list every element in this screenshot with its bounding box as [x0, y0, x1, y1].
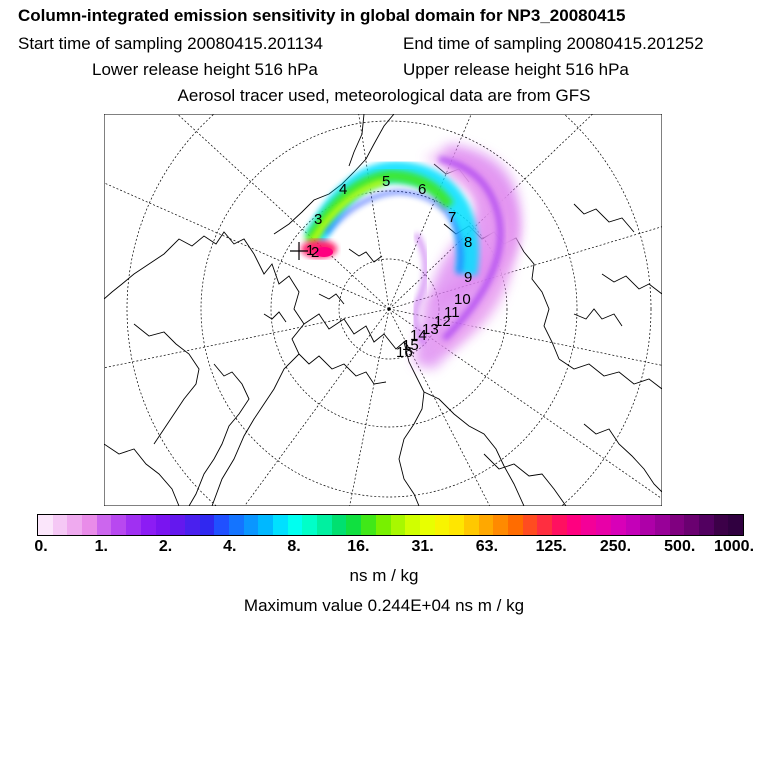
colorbar-ticks: 0. 1. 2. 4. 8. 16. 31. 63. 125. 250. 500. 1000.: [0, 538, 768, 560]
colorbar-tick-label: 250.: [599, 538, 632, 555]
colorbar-tick-label: 2.: [158, 538, 173, 555]
colorbar-tick-label: 31.: [411, 538, 434, 555]
colorbar-segment: [243, 515, 259, 535]
colorbar-segment: [67, 515, 83, 535]
colorbar-segment: [214, 515, 229, 535]
colorbar-segment: [184, 515, 200, 535]
colorbar-segment: [654, 515, 670, 535]
day-label: 2: [311, 244, 319, 261]
day-label: 4: [339, 181, 347, 198]
colorbar-segment: [361, 515, 376, 535]
day-label: 8: [464, 234, 472, 251]
day-label: 6: [418, 181, 426, 198]
colorbar-segment: [38, 515, 53, 535]
colorbar-segment: [82, 515, 97, 535]
day-label: 7: [448, 209, 456, 226]
colorbar-tick-label: 1.: [94, 538, 108, 555]
colorbar-segment: [640, 515, 655, 535]
colorbar-tick-label: 4.: [223, 538, 237, 555]
colorbar-tick-label: 500.: [664, 538, 696, 555]
colorbar-segment: [258, 515, 273, 535]
colorbar-segment: [317, 515, 332, 535]
colorbar-segment: [111, 515, 127, 535]
colorbar-segment: [684, 515, 699, 535]
day-labels: 1 2 3 4 5 6 7 8 9 10 11 12 13 14 15 16: [306, 173, 472, 361]
colorbar-segment: [331, 515, 347, 535]
upper-release-height: Upper release height 516 hPa: [403, 60, 629, 79]
colorbar-segment: [170, 515, 185, 535]
lower-release-height: Lower release height 516 hPa: [92, 60, 318, 79]
colorbar-segment: [669, 515, 685, 535]
start-time: Start time of sampling 20080415.201134: [18, 34, 323, 53]
colorbar-segment: [581, 515, 597, 535]
colorbar-segment: [552, 515, 567, 535]
end-time: End time of sampling 20080415.201252: [403, 34, 704, 53]
release-point-marker: [290, 242, 308, 260]
day-label: 1: [306, 242, 314, 259]
day-label: 9: [464, 269, 472, 286]
day-label: 13: [422, 321, 439, 338]
colorbar-segment: [537, 515, 553, 535]
colorbar-tick-label: 8.: [287, 538, 301, 555]
colorbar-segment: [625, 515, 641, 535]
colorbar-segment: [96, 515, 112, 535]
colorbar-segment: [140, 515, 156, 535]
day-label: 16: [396, 344, 413, 361]
day-label: 5: [382, 173, 390, 190]
colorbar-tick-label: 125.: [535, 538, 567, 555]
colorbar-segment: [287, 515, 303, 535]
colorbar-segment: [434, 515, 450, 535]
colorbar-segment: [228, 515, 244, 535]
colorbar-tick-label: 1000.: [713, 538, 755, 555]
colorbar-segment: [390, 515, 406, 535]
colorbar-segment: [449, 515, 464, 535]
colorbar-segment: [405, 515, 420, 535]
colorbar-segment: [610, 515, 626, 535]
colorbar-segment: [419, 515, 435, 535]
day-label: 3: [314, 211, 322, 228]
day-label: 12: [434, 313, 451, 330]
colorbar-tick-label: 63.: [475, 538, 499, 555]
units-label: ns m / kg: [349, 566, 419, 585]
colorbar: [37, 514, 744, 536]
polar-map: 1 2 3 4 5 6 7 8 9 10 11 12 13 14 15 16: [104, 114, 662, 506]
colorbar-segment: [522, 515, 538, 535]
colorbar-tick-label: 16.: [347, 538, 370, 555]
day-label: 10: [454, 291, 471, 308]
colorbar-segment: [375, 515, 391, 535]
colorbar-segment: [566, 515, 582, 535]
colorbar-segment: [346, 515, 362, 535]
colorbar-segment: [302, 515, 318, 535]
colorbar-segment: [273, 515, 288, 535]
colorbar-segment: [596, 515, 611, 535]
colorbar-segment: [463, 515, 479, 535]
colorbar-segment: [126, 515, 141, 535]
colorbar-segment: [698, 515, 714, 535]
colorbar-segment: [508, 515, 523, 535]
day-label: 15: [402, 337, 419, 354]
colorbar-segment: [478, 515, 494, 535]
tracer-info: Aerosol tracer used, meteorological data…: [177, 86, 591, 105]
day-label: 11: [444, 304, 460, 321]
colorbar-segment: [493, 515, 508, 535]
day-label: 14: [410, 327, 427, 344]
maximum-value: Maximum value 0.244E+04 ns m / kg: [243, 596, 525, 615]
plot-title: Column-integrated emission sensitivity i…: [18, 6, 626, 25]
colorbar-segment: [199, 515, 215, 535]
colorbar-segment: [52, 515, 68, 535]
colorbar-segment: [728, 515, 743, 535]
colorbar-segment: [713, 515, 729, 535]
sensitivity-plume: [301, 144, 520, 369]
colorbar-tick-label: 0.: [34, 538, 48, 555]
colorbar-segment: [155, 515, 171, 535]
